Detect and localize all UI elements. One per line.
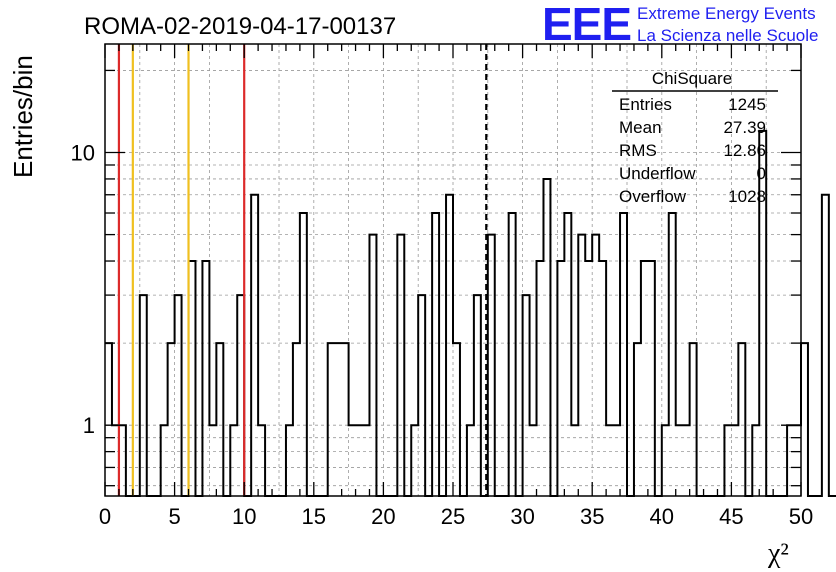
x-tick-label: 50 bbox=[789, 504, 813, 529]
y-tick-label: 1 bbox=[83, 413, 95, 438]
x-tick-label: 5 bbox=[168, 504, 180, 529]
x-tick-label: 35 bbox=[580, 504, 604, 529]
stats-title: ChiSquare bbox=[652, 69, 732, 88]
x-tick-label: 20 bbox=[371, 504, 395, 529]
stats-value: 0 bbox=[757, 164, 766, 183]
logo-tagline-1: Extreme Energy Events bbox=[637, 4, 816, 23]
x-tick-label: 10 bbox=[232, 504, 256, 529]
stats-label: Underflow bbox=[619, 164, 696, 183]
stats-label: Entries bbox=[619, 95, 672, 114]
logo-tagline-2: La Scienza nelle Scuole bbox=[637, 26, 818, 45]
stats-box: ChiSquare Entries 1245 Mean 27.39 RMS 12.86 Und… bbox=[612, 69, 778, 206]
x-tick-label: 0 bbox=[99, 504, 111, 529]
eee-logo-letters: EEE bbox=[542, 0, 631, 50]
stats-label: RMS bbox=[619, 141, 657, 160]
histogram bbox=[105, 129, 836, 497]
histogram-outline bbox=[105, 129, 836, 497]
stats-label: Mean bbox=[619, 118, 662, 137]
y-tick-label: 10 bbox=[71, 141, 95, 166]
x-tick-label: 40 bbox=[650, 504, 674, 529]
stats-value: 1028 bbox=[728, 187, 766, 206]
tick-labels: 0 5 10 15 20 25 30 35 40 45 50 1 10 bbox=[71, 141, 814, 529]
x-tick-label: 45 bbox=[719, 504, 743, 529]
x-tick-label: 25 bbox=[441, 504, 465, 529]
x-axis-title: χ² bbox=[767, 538, 789, 569]
axis-ticks bbox=[104, 44, 802, 496]
stats-value: 12.86 bbox=[723, 141, 766, 160]
eee-logo: EEE Extreme Energy Events La Scienza nel… bbox=[542, 0, 818, 50]
stats-label: Overflow bbox=[619, 187, 687, 206]
reference-lines bbox=[117, 44, 488, 496]
x-tick-label: 15 bbox=[302, 504, 326, 529]
x-tick-label: 30 bbox=[510, 504, 534, 529]
y-axis-title: Entries/bin bbox=[8, 55, 38, 178]
chart-title: ROMA-02-2019-04-17-00137 bbox=[84, 13, 396, 40]
stats-value: 1245 bbox=[728, 95, 766, 114]
stats-value: 27.39 bbox=[723, 118, 766, 137]
